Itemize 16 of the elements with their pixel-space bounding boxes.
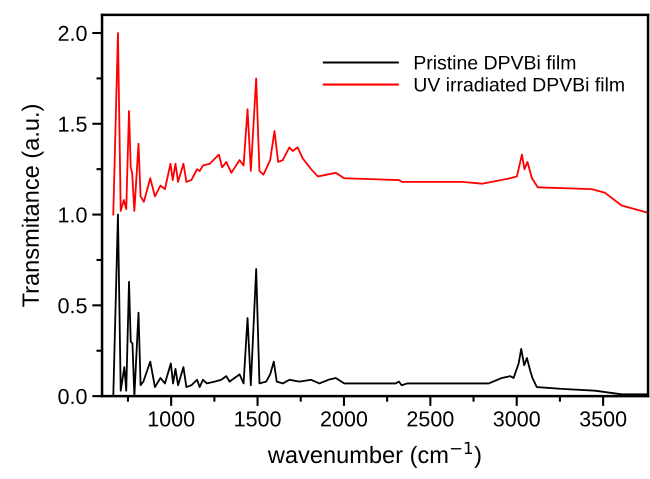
y-tick-label: 0.5 — [58, 298, 87, 314]
y-tick-label: 0.0 — [58, 388, 87, 404]
x-tick-label: 1500 — [235, 411, 281, 427]
x-tick-label: 2000 — [321, 411, 368, 427]
x-tick-label: 3000 — [494, 411, 540, 427]
x-tick-label: 3500 — [580, 411, 626, 427]
line-series — [112, 32, 648, 216]
x-axis-title: wavenumber (cm$^{−1}$) — [268, 442, 481, 468]
legend-label: UV irradiated DPVBi film — [414, 77, 624, 92]
y-tick-label: 2.0 — [58, 26, 87, 42]
x-tick-label: 1000 — [148, 411, 194, 427]
x-tick-label: 2500 — [407, 411, 454, 427]
legend-label: Pristine DPVBi film — [414, 55, 576, 70]
y-tick-label: 1.0 — [59, 207, 87, 223]
y-axis-title: Transmitance (a.u.) — [22, 105, 44, 307]
y-tick-label: 1.5 — [59, 116, 87, 132]
